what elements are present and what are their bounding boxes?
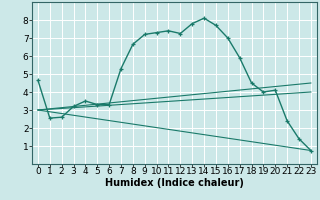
X-axis label: Humidex (Indice chaleur): Humidex (Indice chaleur)	[105, 178, 244, 188]
